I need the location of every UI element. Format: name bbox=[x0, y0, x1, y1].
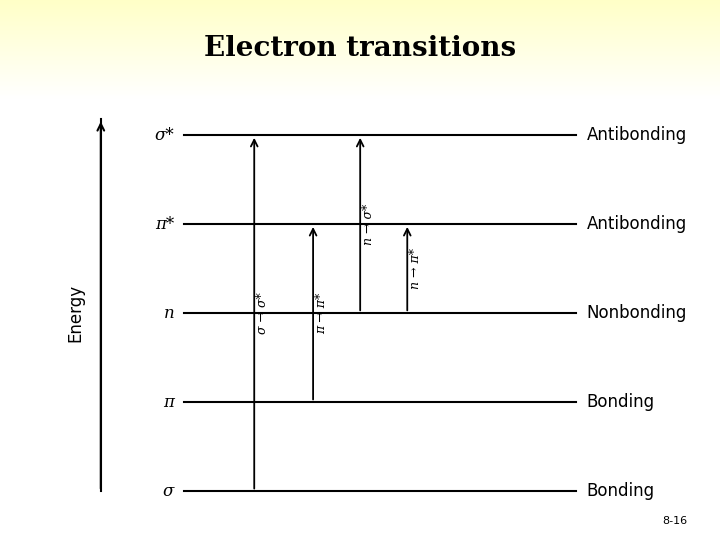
Text: π*: π* bbox=[155, 215, 174, 233]
Bar bbox=[0, 64, 720, 65]
Bar bbox=[0, 80, 720, 81]
Bar bbox=[0, 37, 720, 39]
Bar bbox=[0, 36, 720, 37]
Text: Antibonding: Antibonding bbox=[587, 126, 687, 144]
Bar bbox=[0, 97, 720, 99]
Text: σ*: σ* bbox=[155, 126, 174, 144]
Bar bbox=[0, 79, 720, 80]
Bar bbox=[0, 45, 720, 46]
Bar bbox=[0, 52, 720, 53]
Bar bbox=[0, 85, 720, 86]
Text: n → σ*: n → σ* bbox=[362, 204, 375, 245]
Bar bbox=[0, 49, 720, 50]
Bar bbox=[0, 60, 720, 61]
Bar bbox=[0, 48, 720, 49]
Bar bbox=[0, 0, 720, 1]
Bar bbox=[0, 29, 720, 30]
Bar bbox=[0, 92, 720, 93]
Bar bbox=[0, 23, 720, 24]
Bar bbox=[0, 32, 720, 33]
Bar bbox=[0, 3, 720, 4]
Bar bbox=[0, 5, 720, 6]
Bar bbox=[0, 65, 720, 66]
Bar bbox=[0, 20, 720, 21]
Bar bbox=[0, 90, 720, 91]
Bar bbox=[0, 63, 720, 64]
Bar bbox=[0, 57, 720, 59]
Bar bbox=[0, 55, 720, 56]
Bar bbox=[0, 43, 720, 44]
Text: 8-16: 8-16 bbox=[662, 516, 688, 526]
Bar bbox=[0, 8, 720, 9]
Bar bbox=[0, 21, 720, 23]
Bar bbox=[0, 83, 720, 84]
Bar bbox=[0, 93, 720, 95]
Text: π: π bbox=[163, 394, 174, 411]
Bar bbox=[0, 44, 720, 45]
Bar bbox=[0, 41, 720, 43]
Bar bbox=[0, 96, 720, 97]
Bar bbox=[0, 59, 720, 60]
Bar bbox=[0, 77, 720, 79]
Bar bbox=[0, 91, 720, 92]
Text: π → π*: π → π* bbox=[315, 293, 328, 334]
Bar bbox=[0, 53, 720, 55]
Bar bbox=[0, 4, 720, 5]
Text: n: n bbox=[163, 305, 174, 322]
Bar bbox=[0, 68, 720, 69]
Bar bbox=[0, 100, 720, 540]
Bar bbox=[0, 17, 720, 19]
Bar bbox=[0, 86, 720, 87]
Bar bbox=[0, 75, 720, 76]
Bar bbox=[0, 10, 720, 11]
Bar bbox=[0, 15, 720, 16]
Bar bbox=[0, 89, 720, 90]
Bar bbox=[0, 25, 720, 26]
Bar bbox=[0, 39, 720, 40]
Bar bbox=[0, 26, 720, 28]
Bar bbox=[0, 66, 720, 68]
Bar bbox=[0, 12, 720, 14]
Text: n → π*: n → π* bbox=[410, 248, 423, 289]
Bar bbox=[0, 19, 720, 20]
Bar bbox=[0, 61, 720, 63]
Bar bbox=[0, 71, 720, 72]
Bar bbox=[0, 33, 720, 35]
Bar bbox=[0, 50, 720, 51]
Text: σ: σ bbox=[163, 483, 174, 500]
Bar bbox=[0, 70, 720, 71]
Bar bbox=[0, 69, 720, 70]
Text: σ → σ*: σ → σ* bbox=[256, 292, 269, 334]
Bar bbox=[0, 31, 720, 32]
Bar bbox=[0, 28, 720, 29]
Bar bbox=[0, 1, 720, 3]
Bar bbox=[0, 95, 720, 96]
Bar bbox=[0, 40, 720, 41]
Bar bbox=[0, 14, 720, 15]
Bar bbox=[0, 35, 720, 36]
Bar bbox=[0, 76, 720, 77]
Text: Nonbonding: Nonbonding bbox=[587, 304, 687, 322]
Bar bbox=[0, 87, 720, 89]
Bar bbox=[0, 46, 720, 48]
Text: Bonding: Bonding bbox=[587, 393, 655, 411]
Text: Energy: Energy bbox=[67, 284, 85, 342]
Bar bbox=[0, 6, 720, 8]
Bar bbox=[0, 9, 720, 10]
Bar bbox=[0, 99, 720, 100]
Text: Bonding: Bonding bbox=[587, 482, 655, 501]
Bar bbox=[0, 16, 720, 17]
Text: Antibonding: Antibonding bbox=[587, 215, 687, 233]
Bar bbox=[0, 24, 720, 25]
Bar bbox=[0, 72, 720, 73]
Bar bbox=[0, 73, 720, 75]
Bar bbox=[0, 30, 720, 31]
Bar bbox=[0, 11, 720, 12]
Bar bbox=[0, 56, 720, 57]
Text: Electron transitions: Electron transitions bbox=[204, 35, 516, 62]
Bar bbox=[0, 51, 720, 52]
Bar bbox=[0, 84, 720, 85]
Bar bbox=[0, 81, 720, 83]
